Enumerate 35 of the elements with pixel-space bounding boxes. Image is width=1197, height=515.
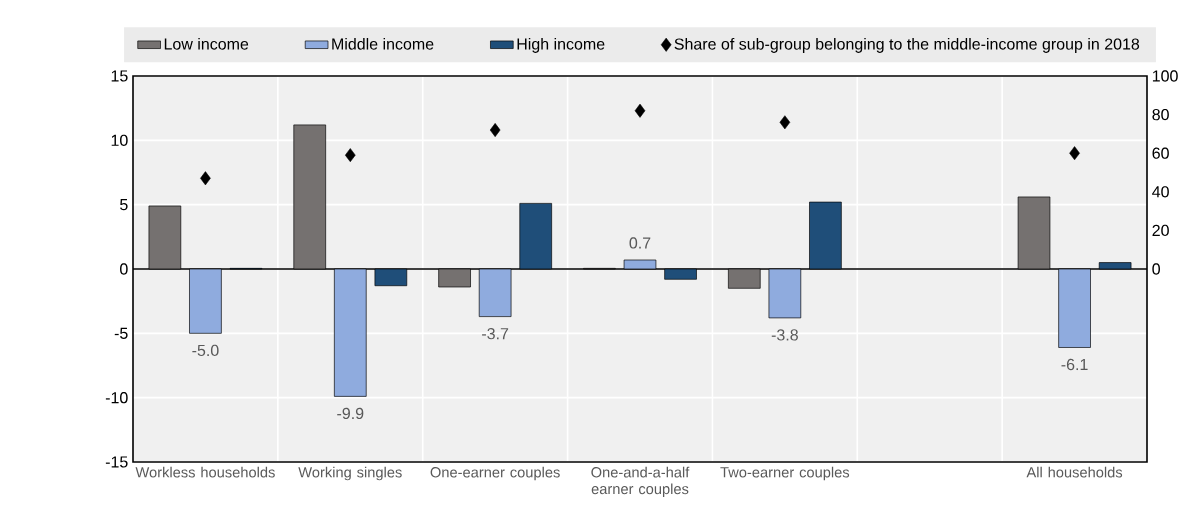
legend-label: High income — [517, 37, 605, 53]
y-tick-label: -5 — [114, 327, 128, 339]
data-label: -3.8 — [771, 329, 798, 341]
data-label: -9.9 — [337, 407, 364, 420]
data-label: 0.7 — [629, 237, 651, 249]
y2-tick-label: 100 — [1152, 70, 1178, 82]
y-tick-label: -10 — [105, 392, 128, 404]
data-label: -6.1 — [1061, 358, 1088, 371]
point — [489, 123, 501, 137]
point — [200, 171, 211, 186]
point — [345, 148, 356, 163]
y2-tick-label: 60 — [1152, 147, 1169, 159]
y2-tick-label: 0 — [1152, 263, 1160, 275]
x-tick-label: Two-earner couples — [720, 466, 850, 481]
x-tick-label: One-earner couples — [430, 466, 560, 481]
y-tick-label: 0 — [120, 263, 128, 275]
x-tick-label: All households — [1026, 466, 1123, 478]
y2-tick-label: 80 — [1152, 108, 1169, 121]
y-tick-label: -15 — [105, 456, 128, 468]
x-tick-label: One-and-a-half earner couples — [591, 466, 690, 498]
point — [779, 115, 791, 130]
legend-label: Share of sub-group belonging to the middle-income group in 2018 — [674, 37, 1140, 53]
legend-label: Middle income — [332, 37, 434, 50]
y2-tick-label: 20 — [1152, 224, 1169, 237]
point — [1069, 146, 1080, 161]
y-tick-label: 15 — [111, 70, 128, 82]
point — [634, 103, 646, 118]
data-label: -5.0 — [192, 344, 219, 357]
y-tick-label: 10 — [111, 134, 128, 146]
y-tick-label: 5 — [120, 199, 128, 211]
legend-label: Low income — [164, 37, 249, 50]
data-label: -3.7 — [482, 327, 509, 340]
x-tick-label: Workless households — [135, 466, 275, 478]
x-tick-label: Working singles — [298, 466, 402, 481]
y2-tick-label: 40 — [1152, 186, 1169, 198]
